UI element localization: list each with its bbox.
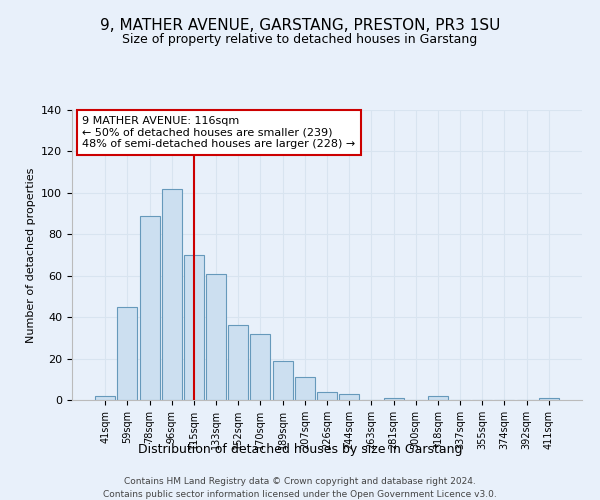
Text: 9 MATHER AVENUE: 116sqm
← 50% of detached houses are smaller (239)
48% of semi-d: 9 MATHER AVENUE: 116sqm ← 50% of detache… [82, 116, 355, 149]
Bar [140, 216, 160, 400]
Text: Contains HM Land Registry data © Crown copyright and database right 2024.: Contains HM Land Registry data © Crown c… [124, 478, 476, 486]
Bar [428, 396, 448, 400]
Bar [539, 398, 559, 400]
Bar [383, 398, 404, 400]
Bar [118, 307, 137, 400]
Bar [95, 396, 115, 400]
Bar [228, 326, 248, 400]
Bar [162, 188, 182, 400]
Text: Distribution of detached houses by size in Garstang: Distribution of detached houses by size … [138, 442, 462, 456]
Text: Size of property relative to detached houses in Garstang: Size of property relative to detached ho… [122, 32, 478, 46]
Bar [317, 392, 337, 400]
Text: Contains public sector information licensed under the Open Government Licence v3: Contains public sector information licen… [103, 490, 497, 499]
Bar [272, 360, 293, 400]
Bar [250, 334, 271, 400]
Bar [184, 255, 204, 400]
Bar [295, 377, 315, 400]
Text: 9, MATHER AVENUE, GARSTANG, PRESTON, PR3 1SU: 9, MATHER AVENUE, GARSTANG, PRESTON, PR3… [100, 18, 500, 32]
Y-axis label: Number of detached properties: Number of detached properties [26, 168, 35, 342]
Bar [206, 274, 226, 400]
Bar [339, 394, 359, 400]
